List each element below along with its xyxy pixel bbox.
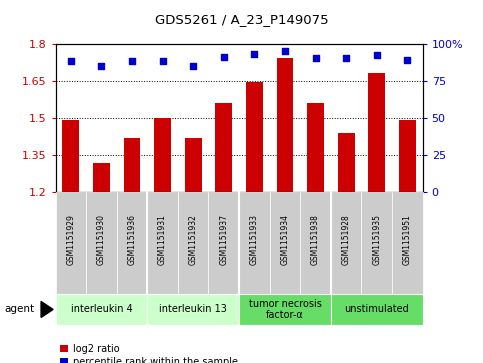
Text: GSM1151936: GSM1151936 — [128, 214, 137, 265]
Bar — [246, 82, 263, 192]
Bar — [124, 138, 141, 192]
Text: GSM1151928: GSM1151928 — [341, 214, 351, 265]
Text: GSM1151932: GSM1151932 — [189, 214, 198, 265]
Bar — [93, 163, 110, 192]
Text: GSM1151951: GSM1151951 — [403, 214, 412, 265]
Point — [67, 58, 75, 64]
Point — [373, 53, 381, 58]
Text: GSM1151929: GSM1151929 — [66, 214, 75, 265]
Text: GDS5261 / A_23_P149075: GDS5261 / A_23_P149075 — [155, 13, 328, 26]
Point — [98, 63, 105, 69]
Text: interleukin 13: interleukin 13 — [159, 305, 227, 314]
Text: unstimulated: unstimulated — [344, 305, 409, 314]
Text: interleukin 4: interleukin 4 — [71, 305, 132, 314]
Text: GSM1151935: GSM1151935 — [372, 214, 381, 265]
Bar — [154, 118, 171, 192]
Bar — [215, 103, 232, 192]
Bar — [185, 138, 201, 192]
Point — [403, 57, 411, 63]
Text: tumor necrosis
factor-α: tumor necrosis factor-α — [249, 299, 321, 320]
Text: GSM1151930: GSM1151930 — [97, 214, 106, 265]
Point — [220, 54, 227, 60]
Point — [159, 58, 167, 64]
Text: GSM1151934: GSM1151934 — [281, 214, 289, 265]
Text: GSM1151937: GSM1151937 — [219, 214, 228, 265]
Text: GSM1151938: GSM1151938 — [311, 214, 320, 265]
Text: agent: agent — [5, 305, 35, 314]
Point — [128, 58, 136, 64]
Bar — [369, 73, 385, 192]
Text: GSM1151933: GSM1151933 — [250, 214, 259, 265]
Text: GSM1151931: GSM1151931 — [158, 214, 167, 265]
Point — [342, 56, 350, 61]
Bar — [307, 103, 324, 192]
Point — [189, 63, 197, 69]
Point — [251, 51, 258, 57]
Polygon shape — [41, 301, 53, 317]
Bar — [62, 121, 79, 192]
Bar — [338, 133, 355, 192]
Bar — [399, 121, 416, 192]
Point — [312, 56, 319, 61]
Legend: log2 ratio, percentile rank within the sample: log2 ratio, percentile rank within the s… — [60, 344, 238, 363]
Point — [281, 48, 289, 54]
Bar — [277, 58, 293, 192]
